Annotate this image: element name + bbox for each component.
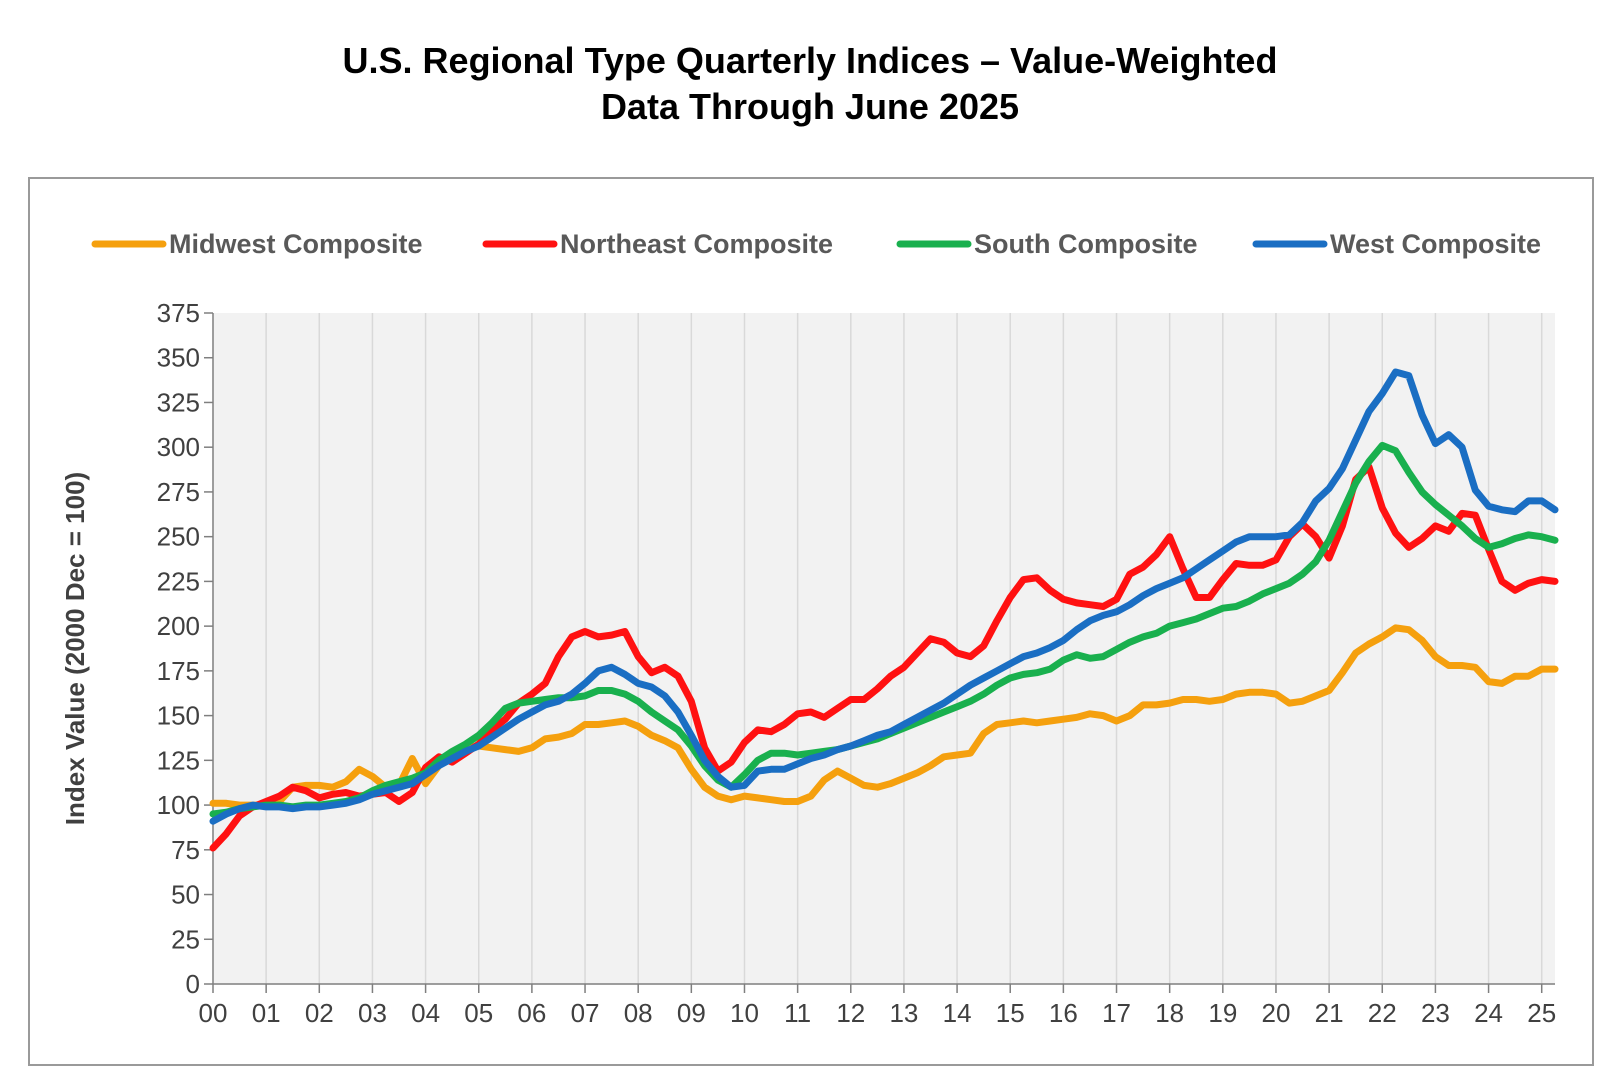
x-tick-label: 25 <box>1527 998 1556 1028</box>
y-tick-label: 300 <box>157 432 200 462</box>
plot-area <box>213 313 1555 984</box>
y-tick-label: 50 <box>171 880 200 910</box>
x-tick-label: 14 <box>943 998 972 1028</box>
x-tick-label: 06 <box>517 998 546 1028</box>
y-tick-label: 25 <box>171 924 200 954</box>
y-tick-label: 225 <box>157 566 200 596</box>
y-tick-label: 200 <box>157 611 200 641</box>
y-tick-label: 375 <box>157 298 200 328</box>
x-tick-label: 22 <box>1368 998 1397 1028</box>
legend-item-south-composite: South Composite <box>896 229 1198 259</box>
gridlines <box>265 313 1543 984</box>
y-tick-label: 125 <box>157 745 200 775</box>
axes: 00 01 02 03 04 05 06 07 08 09 10 11 12 13 14 15 16 17 18 19… <box>157 298 1557 1028</box>
y-tick-label: 0 <box>186 969 200 999</box>
x-tick-label: 03 <box>358 998 387 1028</box>
chart-subtitle: Data Through June 2025 <box>600 86 1020 127</box>
x-tick-label: 20 <box>1262 998 1291 1028</box>
legend-label: Northeast Composite <box>560 229 833 259</box>
y-tick-label: 175 <box>157 656 200 686</box>
x-tick-label: 18 <box>1155 998 1184 1028</box>
legend: Midwest Composite Northeast Composite Sout… <box>91 229 1541 259</box>
x-tick-label: 12 <box>836 998 865 1028</box>
x-tick-label: 11 <box>784 998 811 1028</box>
x-tick-label: 21 <box>1315 998 1344 1028</box>
series-lines <box>209 368 1559 852</box>
y-tick-label: 100 <box>157 790 200 820</box>
legend-label: Midwest Composite <box>169 229 423 259</box>
legend-item-midwest-composite: Midwest Composite <box>91 229 423 259</box>
y-tick-label: 250 <box>157 522 200 552</box>
chart-title-block: U.S. Regional Type Quarterly Indices – V… <box>0 38 1620 130</box>
x-tick-label: 23 <box>1421 998 1450 1028</box>
x-tick-label: 07 <box>571 998 600 1028</box>
x-tick-label: 15 <box>996 998 1025 1028</box>
y-tick-label: 75 <box>171 835 200 865</box>
x-tick-label: 17 <box>1102 998 1131 1028</box>
legend-item-west-composite: West Composite <box>1252 229 1541 259</box>
y-tick-label: 350 <box>157 343 200 373</box>
x-tick-label: 08 <box>624 998 653 1028</box>
x-tick-label: 05 <box>464 998 493 1028</box>
legend-label: South Composite <box>974 229 1198 259</box>
x-tick-label: 19 <box>1208 998 1237 1028</box>
legend-item-northeast-composite: Northeast Composite <box>482 229 833 259</box>
y-axis-label: Index Value (2000 Dec = 100) <box>60 472 90 825</box>
y-tick-label: 325 <box>157 387 200 417</box>
x-tick-label: 02 <box>305 998 334 1028</box>
x-tick-label: 09 <box>677 998 706 1028</box>
series-line-west-composite <box>209 368 1559 825</box>
chart-title: U.S. Regional Type Quarterly Indices – V… <box>342 40 1278 81</box>
y-tick-label: 150 <box>157 701 200 731</box>
x-tick-label: 10 <box>730 998 759 1028</box>
x-tick-label: 04 <box>411 998 440 1028</box>
x-tick-label: 16 <box>1049 998 1078 1028</box>
x-tick-label: 13 <box>889 998 918 1028</box>
y-tick-label: 275 <box>157 477 200 507</box>
legend-label: West Composite <box>1330 229 1541 259</box>
x-tick-label: 01 <box>252 998 281 1028</box>
x-tick-label: 24 <box>1474 998 1503 1028</box>
x-tick-label: 00 <box>199 998 228 1028</box>
